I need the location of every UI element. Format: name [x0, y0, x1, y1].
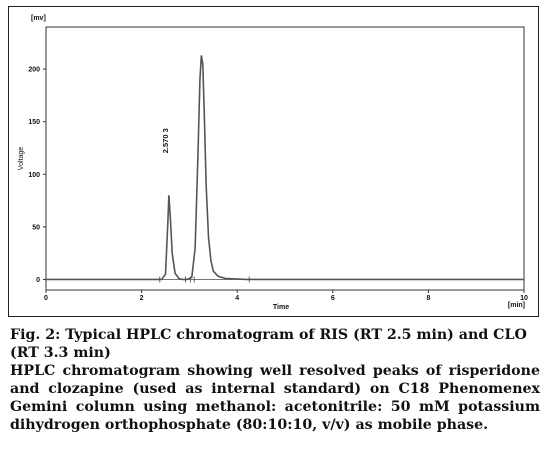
chromatogram-chart: 0 50 100 150 200 0 2 4 6 8 10 [mv] Voltage Time […: [18, 15, 528, 311]
y-axis-label: Voltage: [18, 147, 25, 170]
chart-frame: 0 50 100 150 200 0 2 4 6 8 10 [mv] Voltage Time […: [8, 6, 539, 317]
x-axis-unit: [min]: [508, 302, 525, 309]
peak-label: 2.570 3: [161, 128, 170, 153]
y-tick-label: 100: [28, 172, 40, 179]
y-tick-label: 0: [36, 277, 40, 284]
chromatogram-trace: [46, 55, 524, 281]
x-tick-label: 2: [140, 295, 144, 302]
y-axis-unit: [mv]: [31, 15, 46, 22]
y-tick-label: 50: [32, 224, 40, 231]
x-tick-label: 10: [520, 295, 528, 302]
figure-caption: Fig. 2: Typical HPLC chromatogram of RIS…: [10, 326, 540, 434]
x-tick-label: 6: [331, 295, 335, 302]
y-tick-label: 200: [28, 67, 40, 74]
x-tick-label: 0: [44, 295, 48, 302]
y-tick-label: 150: [28, 119, 40, 126]
figure-description: HPLC chromatogram showing well resolved …: [10, 363, 540, 433]
x-tick-label: 8: [426, 295, 430, 302]
figure-title: Fig. 2: Typical HPLC chromatogram of RIS…: [10, 327, 527, 361]
x-axis-label: Time: [273, 304, 289, 311]
x-tick-label: 4: [235, 295, 239, 302]
plot-area: [45, 26, 525, 291]
